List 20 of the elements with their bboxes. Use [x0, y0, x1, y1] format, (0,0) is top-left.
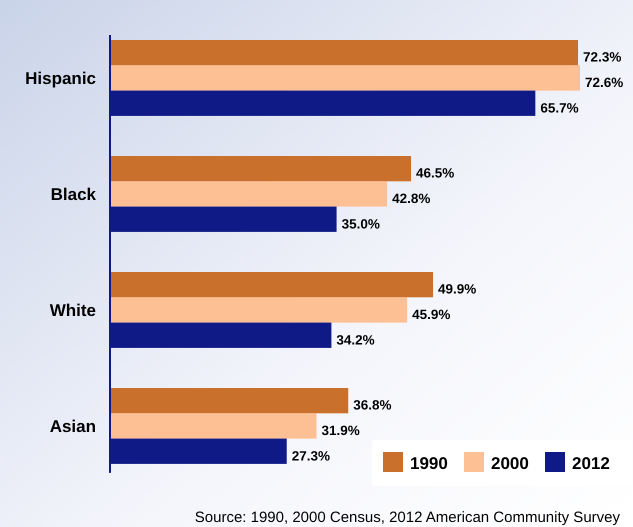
data-label: 34.2%	[336, 332, 375, 348]
data-label: 35.0%	[342, 216, 380, 232]
data-label: 72.3%	[583, 50, 622, 65]
y-tick-label: Asian	[50, 416, 96, 436]
data-label: 36.8%	[353, 398, 392, 413]
y-tick-label: Black	[50, 184, 97, 204]
legend-label: 1990	[410, 454, 448, 473]
data-label: 27.3%	[292, 448, 330, 464]
data-label: 72.6%	[585, 74, 624, 90]
data-label: 65.7%	[540, 100, 579, 116]
y-tick-label: Hispanic	[25, 68, 96, 88]
data-label: 42.8%	[392, 190, 430, 206]
legend-label: 2000	[491, 454, 529, 473]
data-label: 49.9%	[438, 282, 476, 297]
legend-label: 2012	[572, 454, 610, 473]
data-label: 46.5%	[416, 166, 454, 181]
data-label: 45.9%	[412, 306, 450, 322]
data-label: 31.9%	[322, 422, 360, 438]
source-note: Source: 1990, 2000 Census, 2012 American Community Survey	[194, 509, 620, 526]
y-tick-label: White	[50, 300, 96, 320]
